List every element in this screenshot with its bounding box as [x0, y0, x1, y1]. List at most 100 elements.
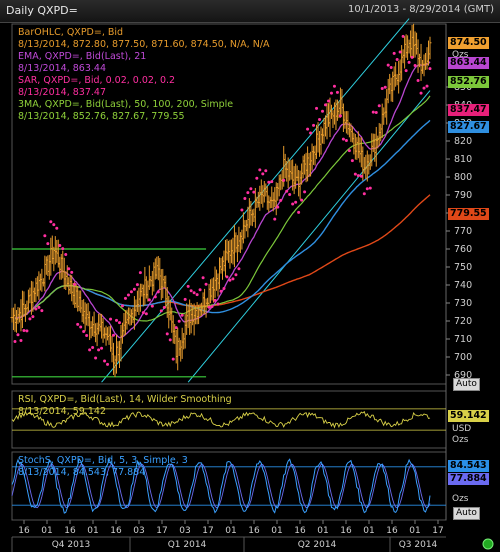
x-tick-label: 01	[409, 526, 420, 536]
y-tick-label: 750	[454, 262, 472, 273]
quarter-label: Q3 2014	[399, 540, 438, 550]
x-tick-label: 17	[202, 526, 213, 536]
x-tick-label: 01	[271, 526, 282, 536]
sar-dot	[144, 312, 148, 316]
sar-dot	[389, 66, 393, 70]
sar-dot	[243, 197, 247, 201]
sar-dot	[359, 174, 363, 178]
sar-dot	[294, 200, 298, 204]
x-tick-label: 01	[225, 526, 236, 536]
sar-dot	[341, 137, 345, 141]
stoch-last-value-tag: 77.884	[448, 473, 489, 485]
stoch-auto-scale-button[interactable]: Auto	[453, 507, 480, 520]
x-tick-label: 16	[64, 526, 76, 536]
sar-dot	[156, 290, 160, 294]
ma50-line	[14, 95, 431, 322]
price-last-value-tag: 779.55	[448, 207, 489, 220]
x-tick-label: 17	[156, 526, 167, 536]
sar-dot	[356, 174, 360, 178]
sar-dot	[350, 159, 354, 163]
sar-dot	[88, 348, 92, 352]
sar-dot	[303, 190, 307, 194]
sar-dot	[61, 247, 65, 251]
sar-dot	[255, 176, 259, 180]
x-tick-label: 01	[87, 526, 98, 536]
sar-dot	[258, 168, 262, 172]
sar-dot	[13, 340, 17, 344]
sar-dot	[306, 127, 310, 131]
rsi-panel-frame	[11, 390, 447, 449]
price-last-value-tag: 837.47	[448, 103, 489, 116]
y-tick-label: 820	[454, 136, 472, 147]
price-legend-line: SAR, QXPD=, Bid, 0.02, 0.02, 0.2	[18, 75, 176, 86]
sar-dot	[404, 69, 408, 73]
price-last-value-tag: 852.76	[448, 76, 489, 89]
sar-dot	[43, 234, 47, 238]
x-tick-label: 16	[294, 526, 306, 536]
sar-dot	[222, 287, 226, 291]
sar-dot	[126, 293, 130, 297]
sar-dot	[82, 329, 86, 333]
sar-dot	[117, 321, 121, 325]
sar-dot	[335, 90, 339, 94]
quarter-label: Q1 2014	[168, 540, 207, 550]
sar-dot	[37, 305, 41, 309]
sar-dot	[123, 296, 127, 300]
sar-dot	[195, 293, 199, 297]
sar-dot	[288, 192, 292, 196]
sar-dot	[67, 267, 71, 271]
sar-dot	[16, 333, 20, 337]
date-range: 10/1/2013 - 8/29/2014 (GMT)	[348, 4, 494, 15]
sar-dot	[28, 317, 32, 321]
sar-dot	[324, 103, 327, 107]
sar-dot	[246, 191, 250, 195]
sar-dot	[79, 325, 83, 329]
sar-dot	[279, 198, 283, 202]
rsi-legend-line: 8/13/2014, 59.142	[18, 406, 106, 417]
x-tick-label: 16	[340, 526, 352, 536]
quarter-label: Q2 2014	[298, 540, 337, 550]
sar-dot	[198, 288, 202, 292]
sar-dot	[138, 271, 142, 275]
sar-dot	[386, 63, 390, 67]
sar-dot	[150, 304, 154, 308]
sar-dot	[34, 307, 38, 311]
x-tick-label: 16	[386, 526, 398, 536]
sar-dot	[112, 333, 116, 337]
sar-dot	[210, 304, 214, 308]
stoch-last-value-tag: 84.543	[448, 460, 489, 472]
rsi-unit-label: USD	[452, 424, 472, 434]
sar-dot	[401, 34, 405, 38]
x-tick-label: 01	[41, 526, 52, 536]
sar-dot	[106, 362, 110, 366]
x-tick-label: 01	[317, 526, 328, 536]
quarter-label: Q4 2013	[52, 540, 91, 550]
price-legend-line: 3MA, QXPD=, Bid(Last), 50, 100, 200, Sim…	[18, 99, 234, 110]
sar-dot	[103, 359, 107, 363]
sar-dot	[291, 202, 295, 206]
sar-dot	[332, 84, 336, 88]
sar-dot	[273, 217, 277, 221]
price-auto-scale-button[interactable]: Auto	[453, 378, 480, 391]
sar-dot	[207, 305, 211, 309]
y-tick-label: 800	[454, 172, 472, 183]
y-tick-label: 700	[454, 352, 472, 363]
stoch-legend-line: StochS, QXPD=, Bid, 5, 3, Simple, 3	[18, 455, 188, 466]
sar-dot	[174, 326, 178, 330]
x-tick-label: 16	[248, 526, 260, 536]
sar-dot	[97, 348, 101, 352]
rsi-legend: RSI, QXPD=, Bid(Last), 14, Wilder Smooth…	[18, 394, 232, 418]
sar-dot	[276, 205, 280, 209]
y-tick-label: 770	[454, 226, 472, 237]
sar-dot	[392, 51, 396, 55]
sar-dot	[58, 243, 62, 247]
sar-dot	[40, 309, 44, 313]
y-tick-label: 790	[454, 190, 472, 201]
sar-dot	[52, 223, 56, 227]
sar-dot	[425, 84, 429, 88]
window-title: Daily QXPD=	[6, 4, 78, 17]
sar-dot	[171, 357, 175, 361]
stoch-legend: StochS, QXPD=, Bid, 5, 3, Simple, 3 8/13/…	[18, 455, 188, 479]
sar-dot	[25, 329, 29, 333]
